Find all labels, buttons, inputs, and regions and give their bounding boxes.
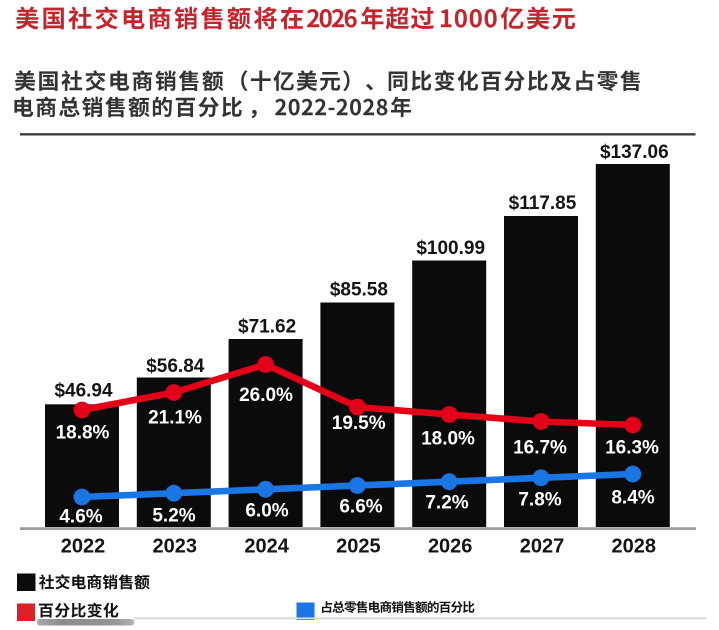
svg-text:21.1%: 21.1%	[148, 408, 202, 429]
svg-text:7.2%: 7.2%	[425, 493, 468, 514]
svg-text:26.0%: 26.0%	[239, 385, 293, 406]
svg-text:18.0%: 18.0%	[421, 429, 475, 450]
svg-text:6.6%: 6.6%	[339, 497, 382, 518]
svg-text:2023: 2023	[153, 536, 198, 558]
svg-text:2026: 2026	[428, 536, 473, 558]
svg-text:5.2%: 5.2%	[152, 506, 195, 527]
svg-text:2024: 2024	[244, 536, 289, 558]
svg-text:$117.85: $117.85	[509, 193, 577, 214]
svg-text:2025: 2025	[336, 536, 381, 558]
svg-text:19.5%: 19.5%	[332, 413, 386, 434]
svg-text:$85.58: $85.58	[330, 280, 388, 301]
svg-text:6.0%: 6.0%	[245, 501, 288, 522]
svg-text:16.7%: 16.7%	[513, 438, 567, 459]
svg-text:4.6%: 4.6%	[59, 507, 102, 528]
svg-text:7.8%: 7.8%	[518, 490, 561, 511]
svg-text:2028: 2028	[612, 536, 657, 558]
svg-text:$137.06: $137.06	[600, 142, 669, 163]
svg-text:$100.99: $100.99	[416, 238, 485, 259]
svg-text:2022: 2022	[61, 536, 106, 558]
svg-text:$46.94: $46.94	[54, 380, 113, 401]
svg-text:8.4%: 8.4%	[611, 488, 654, 509]
svg-text:18.8%: 18.8%	[56, 423, 110, 444]
svg-text:2027: 2027	[520, 536, 565, 558]
svg-text:$71.62: $71.62	[238, 316, 296, 337]
svg-text:16.3%: 16.3%	[605, 438, 659, 459]
svg-text:$56.84: $56.84	[146, 356, 205, 377]
